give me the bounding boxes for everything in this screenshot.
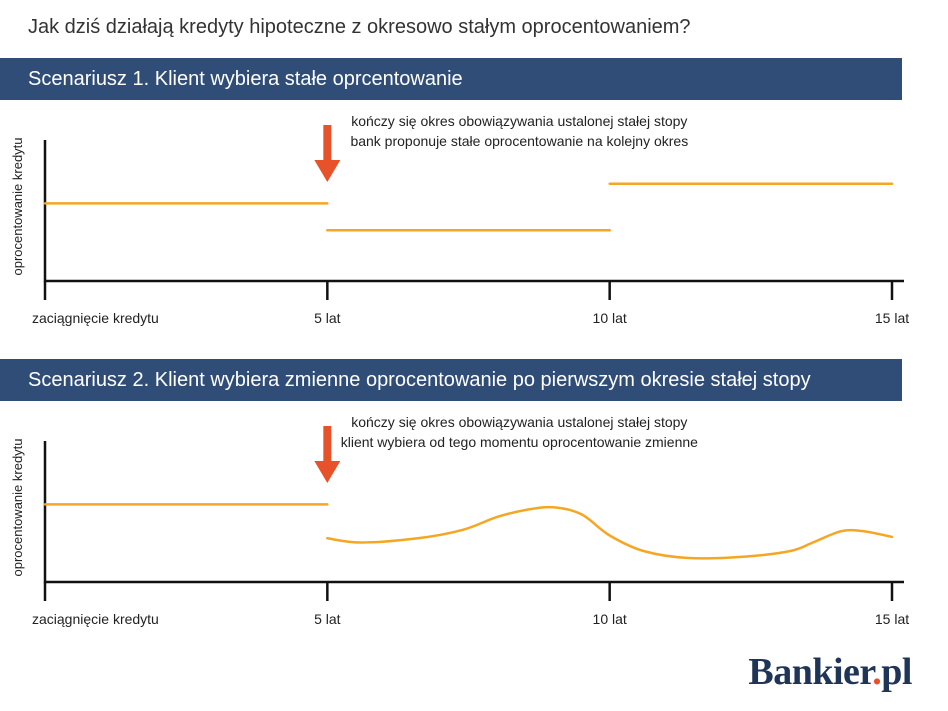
- scenario-1-chart: oprocentowanie kredytu zaciągnięcie kredy…: [10, 113, 909, 326]
- x-tick-label: 15 lat: [875, 611, 909, 627]
- page-title: Jak dziś działają kredyty hipoteczne z o…: [28, 16, 691, 38]
- x-tick-label: 10 lat: [593, 310, 627, 326]
- x-tick-label: zaciągnięcie kredytu: [32, 611, 159, 627]
- x-tick-label: 5 lat: [314, 611, 341, 627]
- x-tick-label: 5 lat: [314, 310, 341, 326]
- scenario-1-banner: Scenariusz 1. Klient wybiera stałe oprce…: [0, 58, 902, 100]
- axes: [43, 140, 904, 283]
- rate-line-segment: [326, 505, 894, 560]
- scenario-2-banner: Scenariusz 2. Klient wybiera zmienne opr…: [0, 359, 902, 401]
- down-arrow-icon: [314, 125, 341, 182]
- x-tick-label: 15 lat: [875, 310, 909, 326]
- bankier-logo[interactable]: Bankier.pl: [748, 651, 912, 693]
- y-axis-label: oprocentowanie kredytu: [10, 137, 25, 275]
- annotation-text: klient wybiera od tego momentu oprocento…: [341, 434, 698, 450]
- axes: [43, 441, 904, 584]
- y-axis-label: oprocentowanie kredytu: [10, 438, 25, 576]
- x-tick-label: 10 lat: [593, 611, 627, 627]
- annotation-text: kończy się okres obowiązywania ustalonej…: [351, 414, 687, 430]
- annotation-text: bank proponuje stałe oprocentowanie na k…: [350, 133, 688, 149]
- annotation-text: kończy się okres obowiązywania ustalonej…: [351, 113, 687, 129]
- down-arrow-icon: [314, 426, 341, 483]
- scenario-2-chart: oprocentowanie kredytu zaciągnięcie kredy…: [10, 414, 909, 627]
- x-tick-label: zaciągnięcie kredytu: [32, 310, 159, 326]
